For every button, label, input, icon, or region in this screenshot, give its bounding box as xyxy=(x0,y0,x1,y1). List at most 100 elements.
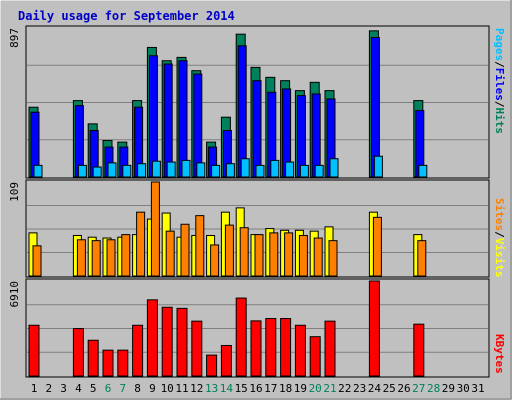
bar-files-day-15 xyxy=(237,45,247,178)
bar-kbytes-day-4 xyxy=(72,328,84,377)
x-tick-day-23: 23 xyxy=(353,382,366,395)
x-tick-day-31: 31 xyxy=(471,382,484,395)
bar-kbytes-day-16 xyxy=(250,320,262,377)
x-tick-day-17: 17 xyxy=(264,382,277,395)
bar-sites-day-1 xyxy=(32,245,42,277)
bar-pages-day-20 xyxy=(314,164,324,178)
bar-pages-day-27 xyxy=(418,164,428,178)
bar-pages-day-8 xyxy=(137,163,147,178)
bar-pages-day-1 xyxy=(33,164,43,178)
x-tick-day-2: 2 xyxy=(45,382,52,395)
bar-pages-day-11 xyxy=(181,159,191,178)
bar-kbytes-day-11 xyxy=(176,307,188,377)
x-tick-day-16: 16 xyxy=(249,382,262,395)
bar-sites-day-6 xyxy=(106,239,116,277)
bar-sites-day-12 xyxy=(195,215,205,277)
chart-title: Daily usage for September 2014 xyxy=(18,9,235,23)
x-tick-day-6: 6 xyxy=(105,382,112,395)
bar-pages-day-17 xyxy=(270,159,280,178)
bar-kbytes-day-1 xyxy=(28,324,40,377)
bottom-right-legend: KBytes xyxy=(493,334,506,374)
bar-sites-day-11 xyxy=(180,223,190,277)
x-tick-day-3: 3 xyxy=(60,382,67,395)
bar-files-day-20 xyxy=(311,93,321,178)
middle-max-label: 109 xyxy=(8,182,21,202)
legend-sep-1: / xyxy=(493,61,506,68)
x-tick-day-29: 29 xyxy=(442,382,455,395)
legend-pages: Pages xyxy=(493,28,506,61)
bar-sites-day-8 xyxy=(136,211,146,277)
bar-pages-day-14 xyxy=(225,163,235,178)
x-tick-day-19: 19 xyxy=(294,382,307,395)
bars-layer xyxy=(28,30,428,377)
bar-kbytes-day-20 xyxy=(309,336,321,377)
bar-kbytes-day-7 xyxy=(117,349,129,377)
bar-pages-day-10 xyxy=(166,161,176,178)
bar-pages-day-9 xyxy=(151,160,161,178)
x-tick-day-18: 18 xyxy=(279,382,292,395)
legend-sep-3: / xyxy=(493,231,506,238)
bar-kbytes-day-14 xyxy=(220,344,232,377)
x-tick-day-12: 12 xyxy=(190,382,203,395)
bar-files-day-10 xyxy=(163,63,173,178)
bar-kbytes-day-17 xyxy=(265,318,277,377)
bottom-max-label: 6910 xyxy=(8,281,21,308)
x-tick-day-13: 13 xyxy=(205,382,218,395)
x-tick-day-10: 10 xyxy=(161,382,174,395)
x-tick-day-1: 1 xyxy=(31,382,38,395)
bar-pages-day-6 xyxy=(107,162,117,178)
bar-kbytes-day-6 xyxy=(102,349,114,377)
bar-sites-day-18 xyxy=(284,232,294,277)
bar-kbytes-day-5 xyxy=(87,339,99,377)
bar-kbytes-day-24 xyxy=(368,280,380,377)
bar-sites-day-19 xyxy=(298,234,308,277)
legend-sep-2: / xyxy=(493,101,506,108)
bar-kbytes-day-10 xyxy=(161,306,173,377)
x-tick-day-5: 5 xyxy=(90,382,97,395)
bar-sites-day-16 xyxy=(254,234,264,277)
x-tick-day-30: 30 xyxy=(457,382,470,395)
x-tick-day-20: 20 xyxy=(309,382,322,395)
bar-pages-day-5 xyxy=(92,166,102,178)
bar-sites-day-20 xyxy=(313,237,323,277)
bar-sites-day-10 xyxy=(165,230,175,277)
x-tick-day-8: 8 xyxy=(134,382,141,395)
bar-pages-day-4 xyxy=(77,164,87,178)
bar-sites-day-4 xyxy=(76,239,86,277)
x-tick-day-24: 24 xyxy=(368,382,382,395)
bar-sites-day-24 xyxy=(372,216,382,277)
x-axis-ticks: 1 2 3 4 5 6 7 8 9 10 11 12 13 14 15 16 17 18 19 20 21 22 23 24 2… xyxy=(31,382,485,395)
legend-kbytes: KBytes xyxy=(493,334,506,374)
bar-kbytes-day-9 xyxy=(146,299,158,377)
bar-sites-day-21 xyxy=(328,240,338,277)
bar-files-day-12 xyxy=(193,73,203,178)
bar-files-day-11 xyxy=(178,60,188,178)
bar-pages-day-18 xyxy=(285,161,295,178)
bar-kbytes-day-15 xyxy=(235,297,247,377)
bar-files-day-19 xyxy=(296,95,306,178)
x-tick-day-27: 27 xyxy=(412,382,425,395)
bar-pages-day-13 xyxy=(211,164,221,178)
bar-kbytes-day-13 xyxy=(206,354,218,377)
bar-sites-day-17 xyxy=(269,232,279,277)
top-max-label: 897 xyxy=(8,28,21,48)
bar-pages-day-15 xyxy=(240,158,250,178)
x-tick-day-7: 7 xyxy=(119,382,126,395)
bar-pages-day-12 xyxy=(196,162,206,178)
x-tick-day-15: 15 xyxy=(235,382,248,395)
x-tick-day-28: 28 xyxy=(427,382,440,395)
bar-sites-day-7 xyxy=(121,234,131,277)
top-right-legend: Pages/Files/Hits xyxy=(493,28,506,134)
middle-right-legend: Sites/Visits xyxy=(493,198,506,278)
x-tick-day-11: 11 xyxy=(175,382,188,395)
x-tick-day-21: 21 xyxy=(323,382,336,395)
legend-hits: Hits xyxy=(493,108,506,135)
bar-sites-day-5 xyxy=(91,240,101,277)
x-tick-day-4: 4 xyxy=(75,382,82,395)
bar-kbytes-day-19 xyxy=(294,324,306,377)
bar-kbytes-day-12 xyxy=(191,320,203,377)
legend-files: Files xyxy=(493,68,506,101)
legend-sites: Sites xyxy=(493,198,506,231)
